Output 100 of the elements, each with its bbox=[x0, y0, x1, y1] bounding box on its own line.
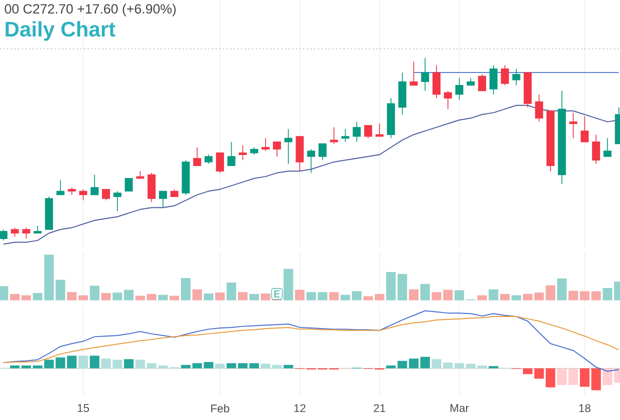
candlestick bbox=[352, 121, 361, 142]
bar bbox=[591, 368, 601, 390]
bar bbox=[0, 286, 8, 300]
candlestick bbox=[10, 227, 19, 238]
candlestick bbox=[284, 128, 292, 164]
x-tick-label: 12 bbox=[294, 404, 306, 412]
bar bbox=[500, 294, 510, 300]
bar bbox=[454, 363, 464, 368]
bar bbox=[466, 364, 476, 368]
bar bbox=[249, 294, 259, 300]
candlestick bbox=[193, 146, 202, 166]
bar bbox=[215, 364, 225, 368]
candlestick bbox=[592, 134, 600, 164]
bar bbox=[568, 368, 578, 386]
bar bbox=[192, 363, 202, 368]
x-tick-label: Mar bbox=[450, 404, 469, 412]
candlestick bbox=[158, 190, 167, 208]
bar bbox=[67, 292, 77, 300]
bar bbox=[454, 290, 464, 300]
bar bbox=[226, 282, 236, 300]
bar bbox=[112, 292, 122, 300]
candlestick bbox=[216, 152, 224, 174]
bar bbox=[135, 360, 145, 368]
candlestick bbox=[262, 138, 270, 152]
candlestick bbox=[0, 229, 8, 241]
candlestick bbox=[512, 68, 520, 86]
bar bbox=[170, 296, 180, 300]
annotation: E bbox=[274, 290, 280, 298]
candlestick bbox=[490, 64, 498, 95]
candlestick bbox=[478, 74, 486, 92]
candlestick bbox=[580, 116, 589, 142]
bar bbox=[67, 356, 77, 368]
candlestick bbox=[444, 90, 452, 110]
bar bbox=[226, 363, 236, 368]
bar bbox=[477, 365, 487, 368]
candlestick bbox=[238, 145, 247, 161]
bar bbox=[90, 286, 100, 300]
bar bbox=[580, 368, 590, 387]
bar bbox=[78, 356, 88, 368]
bar bbox=[420, 284, 430, 300]
bar bbox=[204, 293, 214, 300]
bar bbox=[124, 359, 134, 368]
candlestick bbox=[227, 141, 236, 166]
bar bbox=[78, 295, 88, 300]
bar bbox=[192, 289, 202, 300]
bar bbox=[420, 356, 430, 368]
candlestick bbox=[272, 141, 281, 157]
bar bbox=[488, 289, 498, 300]
candlestick bbox=[148, 172, 156, 203]
bar bbox=[101, 293, 111, 300]
bar bbox=[284, 364, 294, 368]
x-tick-label: 21 bbox=[374, 404, 386, 412]
bar bbox=[284, 268, 294, 300]
x-tick-label: 15 bbox=[78, 404, 89, 412]
candlestick bbox=[421, 58, 430, 92]
bar bbox=[294, 290, 305, 300]
bar bbox=[215, 292, 225, 300]
candlestick bbox=[432, 64, 441, 99]
bar bbox=[158, 294, 168, 300]
candlestick bbox=[341, 128, 350, 142]
candlestick bbox=[79, 188, 88, 201]
text: 00 C272.70 +17.60 (+6.90%) bbox=[4, 4, 176, 16]
bar bbox=[408, 289, 419, 300]
bar bbox=[146, 294, 156, 300]
bar bbox=[386, 365, 396, 368]
bar bbox=[568, 290, 578, 300]
candlestick bbox=[455, 78, 464, 100]
bar bbox=[557, 368, 567, 386]
bar bbox=[21, 295, 31, 300]
candlestick bbox=[603, 138, 612, 157]
bar bbox=[204, 362, 214, 368]
candlestick bbox=[204, 154, 213, 164]
bar bbox=[591, 291, 601, 300]
bar bbox=[318, 292, 328, 300]
bar bbox=[580, 291, 590, 300]
bar bbox=[329, 292, 339, 300]
bar bbox=[408, 358, 419, 368]
bar bbox=[306, 292, 316, 300]
bar bbox=[180, 364, 191, 368]
bar bbox=[386, 272, 396, 300]
bar bbox=[557, 278, 567, 300]
bar bbox=[10, 294, 20, 300]
bar bbox=[512, 295, 522, 300]
candlestick bbox=[535, 94, 544, 122]
candlestick bbox=[318, 143, 327, 161]
bar bbox=[352, 291, 362, 300]
candlestick bbox=[410, 61, 418, 86]
bar bbox=[124, 290, 134, 300]
x-tick-label: Feb bbox=[211, 404, 230, 412]
bar bbox=[249, 363, 259, 368]
bar bbox=[340, 294, 350, 300]
bar bbox=[238, 292, 248, 300]
candlestick bbox=[330, 126, 338, 144]
candlestick bbox=[364, 125, 372, 139]
bar bbox=[522, 294, 532, 300]
candlestick bbox=[102, 188, 110, 201]
x-tick-label: 18 bbox=[579, 404, 590, 412]
candlestick bbox=[376, 123, 384, 137]
candlestick bbox=[90, 174, 99, 196]
bar bbox=[398, 360, 408, 368]
